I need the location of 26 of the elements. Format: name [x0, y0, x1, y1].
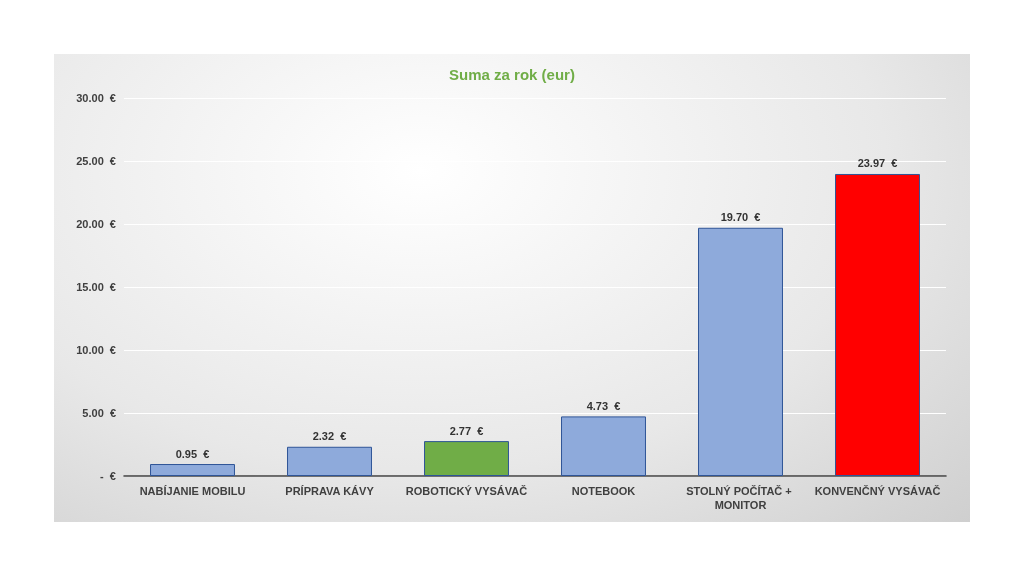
x-tick-label: KONVENČNÝ VYSÁVAČ	[814, 485, 941, 497]
data-label: 23.97 €	[857, 157, 898, 170]
bar	[835, 173, 920, 476]
y-tick-label: 30.00 €	[76, 92, 116, 104]
data-label: 2.77 €	[449, 424, 484, 437]
y-tick-label: 20.00 €	[76, 218, 116, 230]
data-label: 19.70 €	[720, 211, 761, 224]
bar	[287, 446, 372, 476]
y-tick-label: 25.00 €	[76, 155, 116, 167]
x-tick-label: ROBOTICKÝ VYSÁVAČ	[405, 485, 528, 497]
x-tick-label: NABÍJANIE MOBILU	[139, 485, 246, 497]
data-label: 0.95 €	[175, 447, 210, 460]
chart-title: Suma za rok (eur)	[449, 66, 575, 83]
bar	[698, 227, 783, 476]
x-tick-label: NOTEBOOK	[571, 485, 636, 497]
data-label: 4.73 €	[586, 399, 621, 412]
y-tick-label: 15.00 €	[76, 281, 116, 293]
data-label: 2.32 €	[312, 430, 347, 443]
y-tick-label: 10.00 €	[76, 344, 116, 356]
bar	[561, 416, 646, 476]
x-tick-label: STOLNÝ POČÍTAČ + MONITOR	[686, 485, 795, 511]
y-tick-label: - €	[100, 470, 116, 482]
x-tick-label: PRÍPRAVA KÁVY	[285, 485, 375, 497]
bar	[424, 441, 509, 476]
bar	[150, 464, 235, 476]
y-tick-label: 5.00 €	[82, 407, 116, 419]
